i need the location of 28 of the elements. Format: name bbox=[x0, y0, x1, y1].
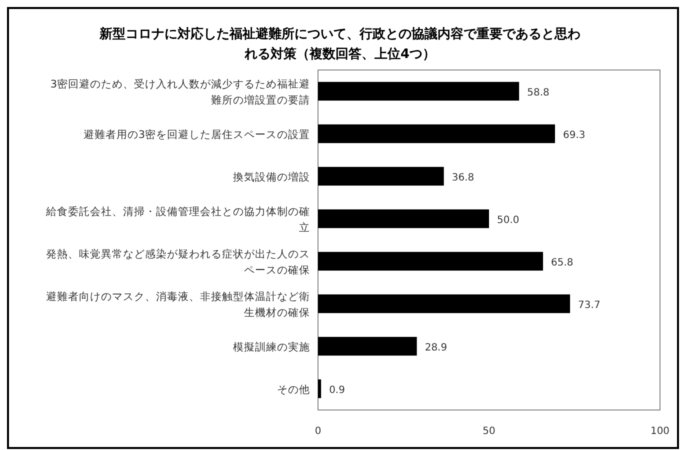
bar bbox=[318, 379, 322, 398]
data-label: 28.9 bbox=[424, 342, 448, 354]
x-tick-label: 0 bbox=[314, 426, 322, 437]
data-label: 58.8 bbox=[527, 87, 550, 98]
data-label: 65.8 bbox=[551, 257, 574, 268]
data-label: 36.8 bbox=[452, 172, 474, 184]
bar bbox=[318, 209, 489, 228]
y-tick-label: 換気設備の増設 bbox=[233, 170, 310, 184]
y-tick-label: 給食委託会社、清掃・設備管理会社との協力体制の確立 bbox=[45, 204, 310, 234]
bar bbox=[318, 124, 556, 144]
bar bbox=[318, 252, 544, 271]
data-label: 50.0 bbox=[497, 214, 520, 226]
x-tick-label: 100 bbox=[650, 426, 670, 437]
y-tick-label: その他 bbox=[277, 384, 310, 396]
y-tick-label: 発熱、味覚異常など感染が疑われる症状が出た人のスペースの確保 bbox=[46, 247, 310, 276]
bar bbox=[318, 166, 444, 186]
bar bbox=[318, 82, 520, 101]
y-tick-label: 模擬訓練の実施 bbox=[233, 340, 310, 354]
bar bbox=[318, 294, 570, 314]
chart-title: 新型コロナに対応した福祉避難所について、行政との協議内容で重要であると思われる対策（複数回答、上位4つ） bbox=[98, 26, 580, 62]
x-tick-label: 50 bbox=[482, 426, 496, 437]
data-label: 0.9 bbox=[329, 384, 345, 396]
y-tick-label: 避難者用の3密を回避した居住スペースの設置 bbox=[83, 128, 310, 141]
bar bbox=[318, 336, 417, 356]
y-tick-label: 避難者向けのマスク、消毒液、非接触型体温計など衛生機材の確保 bbox=[46, 290, 310, 319]
data-label: 73.7 bbox=[578, 300, 600, 311]
data-label: 69.3 bbox=[563, 130, 586, 141]
y-tick-label: 3密回避のため、受け入れ人数が減少するため福祉避難所の増設置の要請 bbox=[50, 77, 310, 106]
